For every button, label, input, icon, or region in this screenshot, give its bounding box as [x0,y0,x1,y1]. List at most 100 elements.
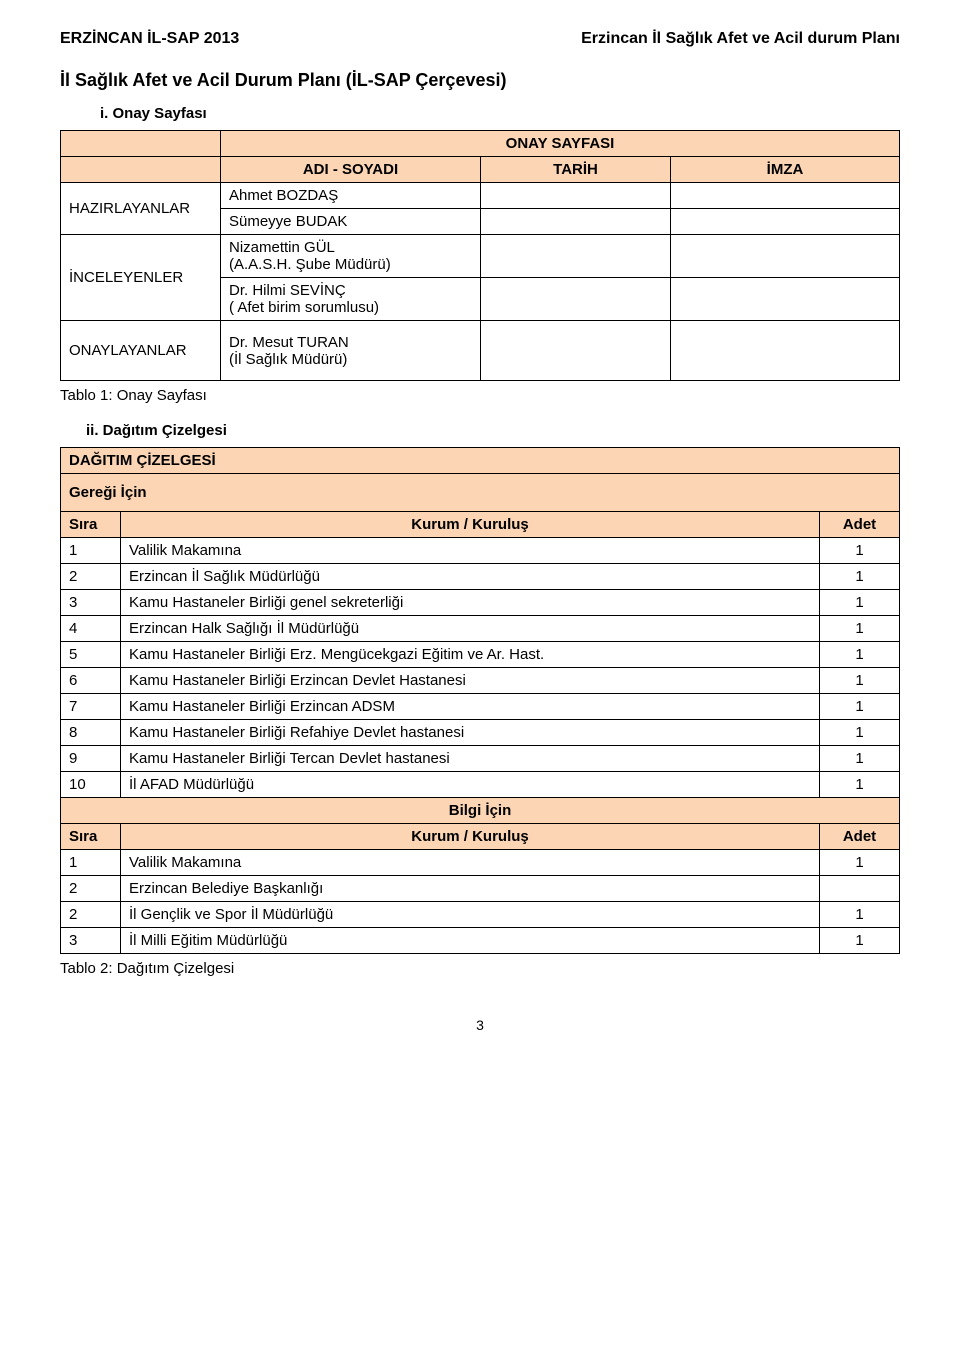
col-adet: Adet [820,512,900,538]
geregi-icin: Gereği İçin [61,474,900,512]
col-sira: Sıra [61,512,121,538]
col-sira: Sıra [61,824,121,850]
main-title: İl Sağlık Afet ve Acil Durum Planı (İL-S… [60,70,900,91]
hazirlayanlar-name-2: Sümeyye BUDAK [221,209,481,235]
kurum-cell: Valilik Makamına [121,850,820,876]
table-row: 2 Erzincan İl Sağlık Müdürlüğü 1 [61,564,900,590]
col-adet: Adet [820,824,900,850]
table-row: 3 Kamu Hastaneler Birliği genel sekreter… [61,590,900,616]
empty-cell [671,235,900,278]
onaylayanlar-label: ONAYLAYANLAR [61,321,221,381]
kurum-cell: Kamu Hastaneler Birliği genel sekreterli… [121,590,820,616]
empty-cell [481,209,671,235]
adet-cell: 1 [820,590,900,616]
inceleyenler-name-1: Nizamettin GÜL (A.A.S.H. Şube Müdürü) [221,235,481,278]
table-row: ONAY SAYFASI [61,131,900,157]
table-row: 10 İl AFAD Müdürlüğü 1 [61,772,900,798]
section-i-label: i. Onay Sayfası [100,105,900,122]
adet-cell: 1 [820,850,900,876]
kurum-cell: Kamu Hastaneler Birliği Erzincan Devlet … [121,668,820,694]
kurum-cell: Erzincan İl Sağlık Müdürlüğü [121,564,820,590]
table-row: 1 Valilik Makamına 1 [61,850,900,876]
kurum-cell: Erzincan Belediye Başkanlığı [121,876,820,902]
empty-cell [61,131,221,157]
sira-cell: 1 [61,850,121,876]
onay-table-title: ONAY SAYFASI [221,131,900,157]
table-row: 8 Kamu Hastaneler Birliği Refahiye Devle… [61,720,900,746]
table-row: 3 İl Milli Eğitim Müdürlüğü 1 [61,928,900,954]
kurum-cell: Valilik Makamına [121,538,820,564]
section-ii-label: ii. Dağıtım Çizelgesi [86,422,900,439]
adet-cell: 1 [820,720,900,746]
sira-cell: 8 [61,720,121,746]
inceleyenler-name-2: Dr. Hilmi SEVİNÇ ( Afet birim sorumlusu) [221,278,481,321]
table-row: İNCELEYENLER Nizamettin GÜL (A.A.S.H. Şu… [61,235,900,278]
table-row: 6 Kamu Hastaneler Birliği Erzincan Devle… [61,668,900,694]
adet-cell: 1 [820,746,900,772]
dagitim-table: DAĞITIM ÇİZELGESİ Gereği İçin Sıra Kurum… [60,447,900,954]
adet-cell: 1 [820,642,900,668]
empty-cell [671,183,900,209]
table-row: 2 Erzincan Belediye Başkanlığı [61,876,900,902]
empty-cell [481,278,671,321]
empty-cell [481,183,671,209]
adet-cell: 1 [820,928,900,954]
sira-cell: 6 [61,668,121,694]
table-row: Sıra Kurum / Kuruluş Adet [61,824,900,850]
adet-cell: 1 [820,772,900,798]
col-adi-soyadi: ADI - SOYADI [221,157,481,183]
sira-cell: 2 [61,876,121,902]
empty-cell [481,235,671,278]
header-right: Erzincan İl Sağlık Afet ve Acil durum Pl… [581,30,900,48]
col-tarih: TARİH [481,157,671,183]
table-row: 5 Kamu Hastaneler Birliği Erz. Mengücekg… [61,642,900,668]
adet-cell: 1 [820,694,900,720]
table-row: ONAYLAYANLAR Dr. Mesut TURAN (İl Sağlık … [61,321,900,381]
sira-cell: 1 [61,538,121,564]
header-left: ERZİNCAN İL-SAP 2013 [60,30,239,48]
adet-cell: 1 [820,564,900,590]
col-kurum: Kurum / Kuruluş [121,512,820,538]
empty-cell [671,278,900,321]
adet-cell: 1 [820,538,900,564]
sira-cell: 9 [61,746,121,772]
empty-cell [481,321,671,381]
sira-cell: 5 [61,642,121,668]
sira-cell: 4 [61,616,121,642]
adet-cell: 1 [820,902,900,928]
kurum-cell: İl Milli Eğitim Müdürlüğü [121,928,820,954]
kurum-cell: Kamu Hastaneler Birliği Refahiye Devlet … [121,720,820,746]
tablo2-caption: Tablo 2: Dağıtım Çizelgesi [60,960,900,977]
sira-cell: 7 [61,694,121,720]
kurum-cell: İl Gençlik ve Spor İl Müdürlüğü [121,902,820,928]
col-imza: İMZA [671,157,900,183]
empty-cell [671,321,900,381]
table-row: 1 Valilik Makamına 1 [61,538,900,564]
sira-cell: 3 [61,590,121,616]
kurum-cell: Kamu Hastaneler Birliği Erzincan ADSM [121,694,820,720]
dagitim-title: DAĞITIM ÇİZELGESİ [61,448,900,474]
col-kurum: Kurum / Kuruluş [121,824,820,850]
adet-cell [820,876,900,902]
table-row: ADI - SOYADI TARİH İMZA [61,157,900,183]
adet-cell: 1 [820,668,900,694]
sira-cell: 2 [61,902,121,928]
kurum-cell: Kamu Hastaneler Birliği Erz. Mengücekgaz… [121,642,820,668]
sira-cell: 10 [61,772,121,798]
table-row: 2 İl Gençlik ve Spor İl Müdürlüğü 1 [61,902,900,928]
table-row: 4 Erzincan Halk Sağlığı İl Müdürlüğü 1 [61,616,900,642]
table-row: Gereği İçin [61,474,900,512]
adet-cell: 1 [820,616,900,642]
table-row: 7 Kamu Hastaneler Birliği Erzincan ADSM … [61,694,900,720]
table-row: Bilgi İçin [61,798,900,824]
sira-cell: 2 [61,564,121,590]
kurum-cell: Erzincan Halk Sağlığı İl Müdürlüğü [121,616,820,642]
tablo1-caption: Tablo 1: Onay Sayfası [60,387,900,404]
page-number: 3 [60,1017,900,1033]
table-row: DAĞITIM ÇİZELGESİ [61,448,900,474]
inceleyenler-label: İNCELEYENLER [61,235,221,321]
onaylayanlar-name-1: Dr. Mesut TURAN (İl Sağlık Müdürü) [221,321,481,381]
table-row: Sıra Kurum / Kuruluş Adet [61,512,900,538]
hazirlayanlar-label: HAZIRLAYANLAR [61,183,221,235]
bilgi-icin: Bilgi İçin [61,798,900,824]
